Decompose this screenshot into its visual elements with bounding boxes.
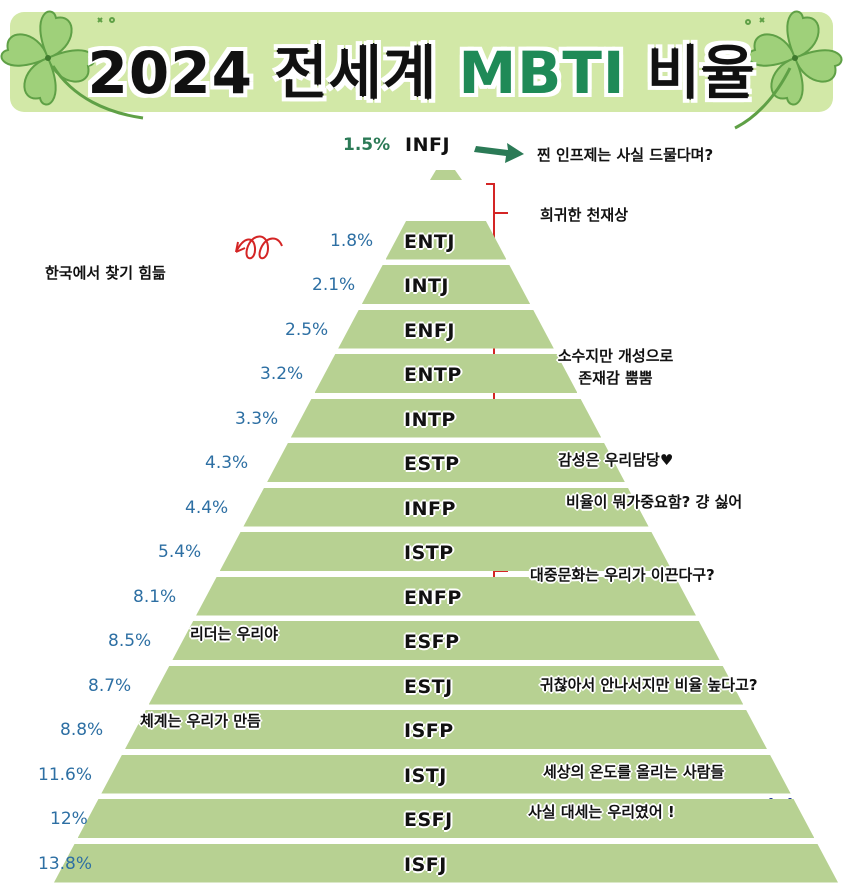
four-leaf-clover-icon <box>734 10 843 130</box>
title-mbti: MBTI <box>457 38 626 109</box>
pyramid-band-intp <box>290 398 602 438</box>
annotation-infj: 찐 인프제는 사실 드물다며? <box>537 146 714 164</box>
tier-percent-entp: 3.2% <box>260 364 304 384</box>
annotation-infp: 감성은 우리담당♥ <box>558 451 674 469</box>
pyramid-band-istj <box>101 754 791 794</box>
annotation-ntp-group-line1: 소수지만 개성으로 <box>557 347 674 365</box>
tier-label-isfj: ISFJ <box>404 853 447 876</box>
tier-label-isfp: ISFP <box>404 720 454 742</box>
tier-label-enfj: ENFJ <box>404 319 455 342</box>
annotation-isfj: 사실 대세는 우리였어 ! <box>528 803 675 821</box>
annotation-ntp-group-line2: 존재감 뿜뿜 <box>578 369 653 387</box>
annotation-korea-rare: 한국에서 찾기 힘듦 <box>45 264 166 282</box>
pyramid-band-entp <box>314 354 578 393</box>
annotation-ntp-group: 소수지만 개성으로 존재감 뿜뿜 <box>513 345 718 389</box>
green-arrow-icon <box>474 143 524 163</box>
infographic: INFJ 1.5% ENTJ 1.8% INTJ 2.1% ENFJ 2.5% ENTP 3.2%… <box>0 10 843 883</box>
annotation-enfp-esfp: 대중문화는 우리가 이끈다구? <box>530 566 715 584</box>
annotation-istp: 비율이 뭐가중요함? 걍 싫어 <box>566 493 743 511</box>
tier-label-estj: ESTJ <box>404 675 453 698</box>
annotation-estj: 리더는 우리야 <box>190 625 279 643</box>
page-title: 2024 전세계 MBTI 비율 <box>0 26 843 110</box>
title-banner <box>10 12 833 112</box>
tier-percent-intj: 2.1% <box>312 275 356 295</box>
tier-percent-esfj: 12% <box>50 809 88 829</box>
tier-percent-istp: 5.4% <box>158 542 202 562</box>
curly-arrow-icon <box>235 235 283 260</box>
tier-label-intj: INTJ <box>404 275 450 297</box>
tier-percent-estp: 4.3% <box>205 453 249 473</box>
tier-percent-isfp: 8.8% <box>60 720 104 740</box>
tier-label-esfj: ESFJ <box>404 809 453 831</box>
annotation-isfp: 귀찮아서 안나서지만 비율 높다고? <box>540 676 758 694</box>
pyramid-band-istp <box>219 532 673 571</box>
pyramid-band-esfp <box>172 621 720 660</box>
annotation-esfj: 세상의 온도를 올리는 사람들 <box>543 763 725 781</box>
pyramid-band-estp <box>267 443 625 482</box>
tier-percent-entj: 1.8% <box>330 230 374 251</box>
four-leaf-clover-icon <box>0 10 144 120</box>
tier-label-infp: INFP <box>404 497 456 520</box>
tier-percent-isfj: 13.8% <box>38 853 93 874</box>
tier-label-istj: ISTJ <box>404 764 447 787</box>
annotation-entj-intj: 희귀한 천재상 <box>540 206 629 224</box>
tier-label-estp: ESTP <box>404 453 460 475</box>
pyramid-tip <box>430 170 462 180</box>
annotation-istj: 체계는 우리가 만듬 <box>140 712 261 730</box>
tier-percent-infp: 4.4% <box>185 497 229 518</box>
tier-percent-estj: 8.7% <box>88 675 132 696</box>
pyramid-band-esfj <box>77 799 814 838</box>
pyramid-band-enfp <box>196 576 696 616</box>
pyramid-band-isfp <box>125 710 767 749</box>
pyramid-band-enfj <box>338 309 554 349</box>
sparkle-icon <box>97 17 765 25</box>
tier-label-entp: ENTP <box>404 364 462 386</box>
tier-percent-enfj: 2.5% <box>285 319 329 340</box>
tier-percent-infj: 1.5% <box>343 135 391 155</box>
tier-label-entj: ENTJ <box>404 230 455 253</box>
tier-label-infj: INFJ <box>405 134 451 156</box>
tier-percent-intp: 3.3% <box>235 408 279 429</box>
pyramid-band-estj <box>148 665 743 705</box>
tier-percent-istj: 11.6% <box>38 764 93 785</box>
tier-label-intp: INTP <box>404 408 456 431</box>
tier-label-esfp: ESFP <box>404 631 460 653</box>
tier-percent-enfp: 8.1% <box>133 586 177 607</box>
tier-label-istp: ISTP <box>404 542 454 564</box>
title-year: 2024 전세계 <box>87 38 438 108</box>
pyramid-band-infp <box>243 487 649 527</box>
pyramid-band-entj <box>385 220 507 260</box>
tier-label-enfp: ENFP <box>404 586 462 609</box>
tier-percent-esfp: 8.5% <box>108 631 152 651</box>
title-ratio: 비율 <box>646 38 756 108</box>
pyramid-band-intj <box>361 265 531 304</box>
